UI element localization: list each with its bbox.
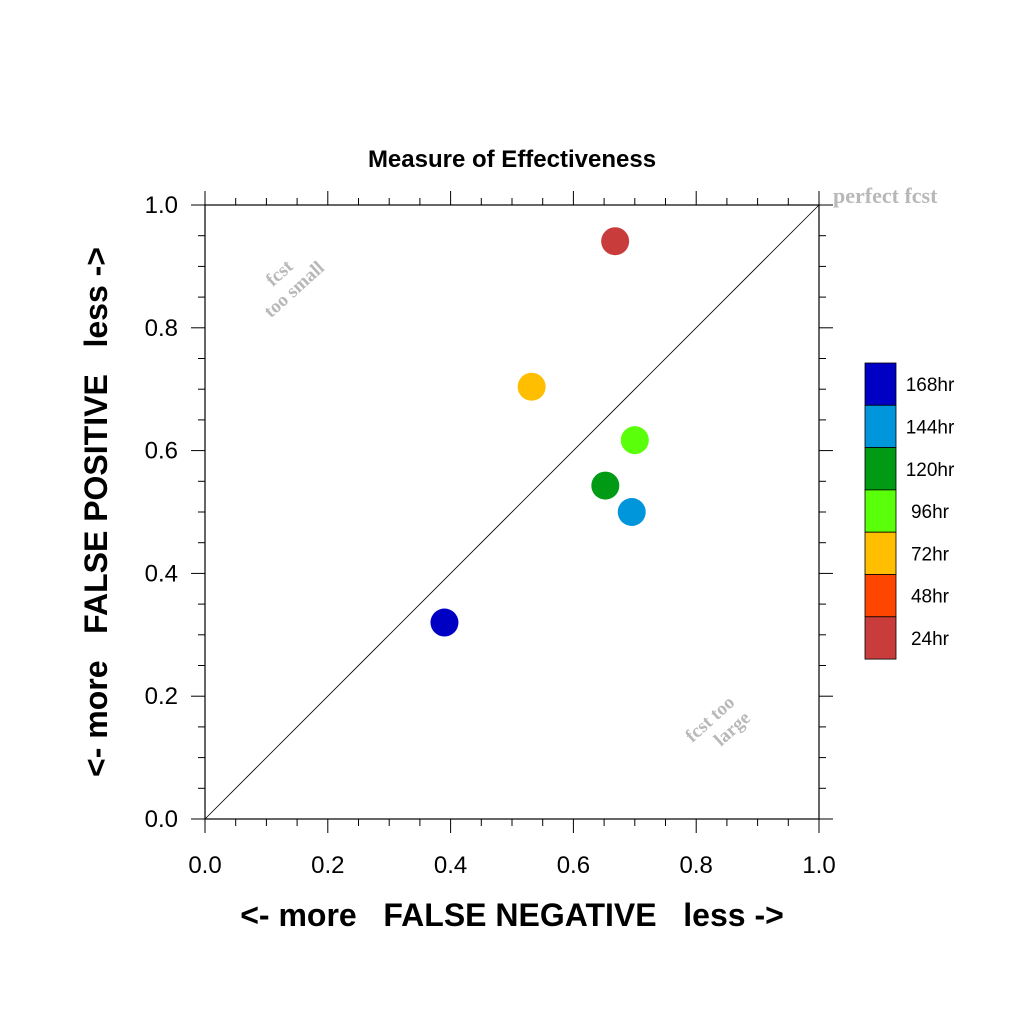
legend-swatch-120hr (864, 447, 897, 491)
legend-label-72hr: 72hr (911, 544, 950, 565)
legend-label-96hr: 96hr (911, 502, 950, 523)
y-tick-label: 0.2 (145, 683, 178, 710)
legend-label-24hr: 24hr (911, 629, 950, 650)
x-axis-label: <- more FALSE NEGATIVE less -> (240, 897, 784, 933)
data-point-144hr (617, 498, 646, 526)
perfect-forecast-annotation: perfect fcst (833, 183, 938, 208)
legend-swatch-72hr (864, 531, 897, 575)
x-tick-label: 0.4 (434, 852, 467, 879)
legend-swatch-144hr (864, 404, 897, 448)
x-tick-labels: 0.0 0.2 0.4 0.6 0.8 1.0 (188, 852, 835, 879)
x-tick-label: 0.6 (557, 852, 590, 879)
legend-label-120hr: 120hr (906, 460, 955, 481)
x-tick-label: 0.8 (680, 852, 713, 879)
x-tick-label: 0.0 (188, 852, 221, 879)
data-points (430, 227, 649, 637)
legend-swatch-96hr (864, 489, 897, 533)
y-tick-labels: 0.0 0.2 0.4 0.6 0.8 1.0 (145, 192, 178, 833)
data-point-72hr (517, 372, 546, 401)
data-point-24hr (601, 227, 630, 256)
too-small-annotation: fcst too small (260, 256, 329, 322)
legend: 168hr 144hr 120hr 96hr 72hr 48hr 24hr (864, 362, 955, 660)
axis-ticks (191, 191, 833, 833)
y-tick-label: 0.0 (145, 806, 178, 833)
chart-title: Measure of Effectiveness (368, 146, 656, 173)
data-point-120hr (591, 471, 620, 500)
x-tick-label: 1.0 (802, 852, 835, 879)
perfect-forecast-line (204, 204, 820, 820)
legend-swatch-24hr (864, 616, 897, 660)
y-tick-label: 1.0 (145, 192, 178, 219)
too-large-annotation: fcst too large (682, 692, 755, 751)
legend-swatch-48hr (864, 574, 897, 618)
y-axis-label: <- more FALSE POSITIVE less -> (78, 247, 114, 777)
y-tick-label: 0.6 (145, 438, 178, 465)
legend-label-48hr: 48hr (911, 587, 950, 608)
legend-swatch-168hr (864, 362, 897, 406)
x-tick-label: 0.2 (311, 852, 344, 879)
y-tick-label: 0.8 (145, 315, 178, 342)
legend-label-144hr: 144hr (906, 417, 955, 438)
data-point-168hr (430, 608, 459, 637)
y-tick-label: 0.4 (145, 560, 178, 587)
legend-label-168hr: 168hr (906, 375, 955, 396)
data-point-96hr (620, 426, 649, 455)
